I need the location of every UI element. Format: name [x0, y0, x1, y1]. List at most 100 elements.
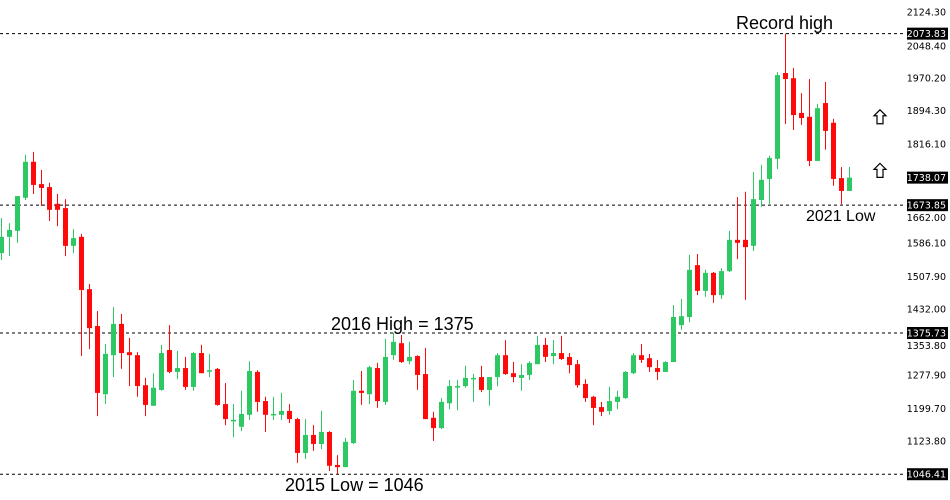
candle-body: [143, 385, 148, 405]
candle-body: [639, 355, 644, 360]
candle-bullish: [303, 419, 308, 459]
candle-bearish: [167, 325, 172, 374]
candle-body: [39, 184, 44, 188]
candle-body: [799, 112, 804, 119]
candle-body: [215, 368, 220, 405]
candle-bearish: [55, 193, 60, 227]
candle-bullish: [351, 380, 356, 444]
candle-body: [607, 401, 612, 411]
candle-bearish: [183, 356, 188, 390]
candle-bullish: [0, 217, 4, 260]
annotation-2016-high: 2016 High = 1375: [331, 314, 474, 334]
candle-body: [311, 434, 316, 444]
candle-body: [423, 374, 428, 420]
candle-bullish: [231, 404, 236, 438]
y-tick-label: 1277.90: [907, 370, 946, 381]
candle-bearish: [807, 79, 812, 167]
candle-bullish: [551, 340, 556, 365]
current-price-tag: [907, 171, 948, 184]
candle-bearish: [287, 404, 292, 423]
candle-bearish: [599, 401, 604, 417]
candle-body: [447, 386, 452, 404]
candle-body: [783, 73, 788, 80]
candle-bullish: [447, 380, 452, 410]
level-tag-label: 1375.73: [907, 329, 946, 340]
candle-body: [263, 401, 268, 415]
candle-bearish: [575, 359, 580, 388]
candle-bearish: [695, 253, 700, 296]
candle-body: [223, 404, 228, 420]
level-tag-label: 1673.85: [907, 201, 946, 212]
candle-bearish: [135, 352, 140, 397]
candle-body: [703, 272, 708, 291]
y-tick-label: 1894.30: [907, 106, 946, 117]
candle-body: [183, 368, 188, 387]
y-tick-label: 1199.70: [907, 404, 946, 415]
candle-bearish: [839, 166, 844, 205]
candle-bearish: [263, 396, 268, 432]
candle-bearish: [639, 344, 644, 363]
signal-icons: [872, 108, 888, 178]
candle-body: [647, 358, 652, 368]
candle-body: [815, 108, 820, 161]
y-tick-label: 1353.80: [907, 341, 946, 352]
candle-body: [23, 161, 28, 198]
candle-body: [463, 377, 468, 387]
candle-body: [543, 344, 548, 357]
candle-bullish: [607, 386, 612, 415]
candle-body: [615, 396, 620, 402]
candle-body: [583, 383, 588, 399]
candle-bullish: [767, 155, 772, 204]
candle-bullish: [759, 164, 764, 207]
candle-body: [55, 203, 60, 210]
level-tag: [907, 199, 948, 212]
candle-body: [111, 323, 116, 356]
y-tick-label: 2124.30: [907, 8, 946, 19]
candle-body: [655, 368, 660, 372]
candle-body: [95, 326, 100, 393]
candle-bearish: [359, 371, 364, 405]
candle-body: [591, 396, 596, 408]
candle-bearish: [735, 196, 740, 260]
candle-bearish: [431, 411, 436, 441]
candle-bullish: [495, 353, 500, 387]
candle-bearish: [647, 353, 652, 372]
candle-body: [71, 238, 76, 246]
candle-bullish: [623, 371, 628, 399]
candle-body: [279, 410, 284, 415]
candle-body: [751, 199, 756, 246]
candle-body: [847, 177, 852, 191]
candle-body: [287, 410, 292, 420]
candle-body: [687, 269, 692, 318]
candle-bullish: [663, 361, 668, 372]
candle-bearish: [799, 93, 804, 125]
candle-bearish: [199, 344, 204, 374]
candle-body: [823, 103, 828, 131]
candle-bullish: [7, 223, 12, 257]
candle-body: [455, 386, 460, 388]
candle-body: [295, 419, 300, 453]
candle-body: [175, 368, 180, 372]
candle-bearish: [327, 431, 332, 471]
level-tag: [907, 27, 948, 40]
candle-body: [391, 341, 396, 356]
y-tick-label: 1507.90: [907, 272, 946, 283]
candle-body: [727, 239, 732, 272]
candle-body: [87, 289, 92, 329]
candle-bullish: [103, 344, 108, 405]
candle-body: [327, 431, 332, 466]
candle-body: [159, 353, 164, 390]
candle-bullish: [319, 410, 324, 450]
candle-bearish: [223, 383, 228, 426]
candle-body: [63, 208, 68, 246]
candle-body: [575, 364, 580, 386]
candle-body: [439, 401, 444, 429]
candle-bullish: [271, 396, 276, 420]
y-tick-label: 2048.40: [907, 42, 946, 53]
candle-body: [743, 239, 748, 248]
candle-body: [367, 367, 372, 395]
candle-bullish: [247, 361, 252, 420]
candle-body: [503, 355, 508, 375]
candle-body: [103, 353, 108, 395]
